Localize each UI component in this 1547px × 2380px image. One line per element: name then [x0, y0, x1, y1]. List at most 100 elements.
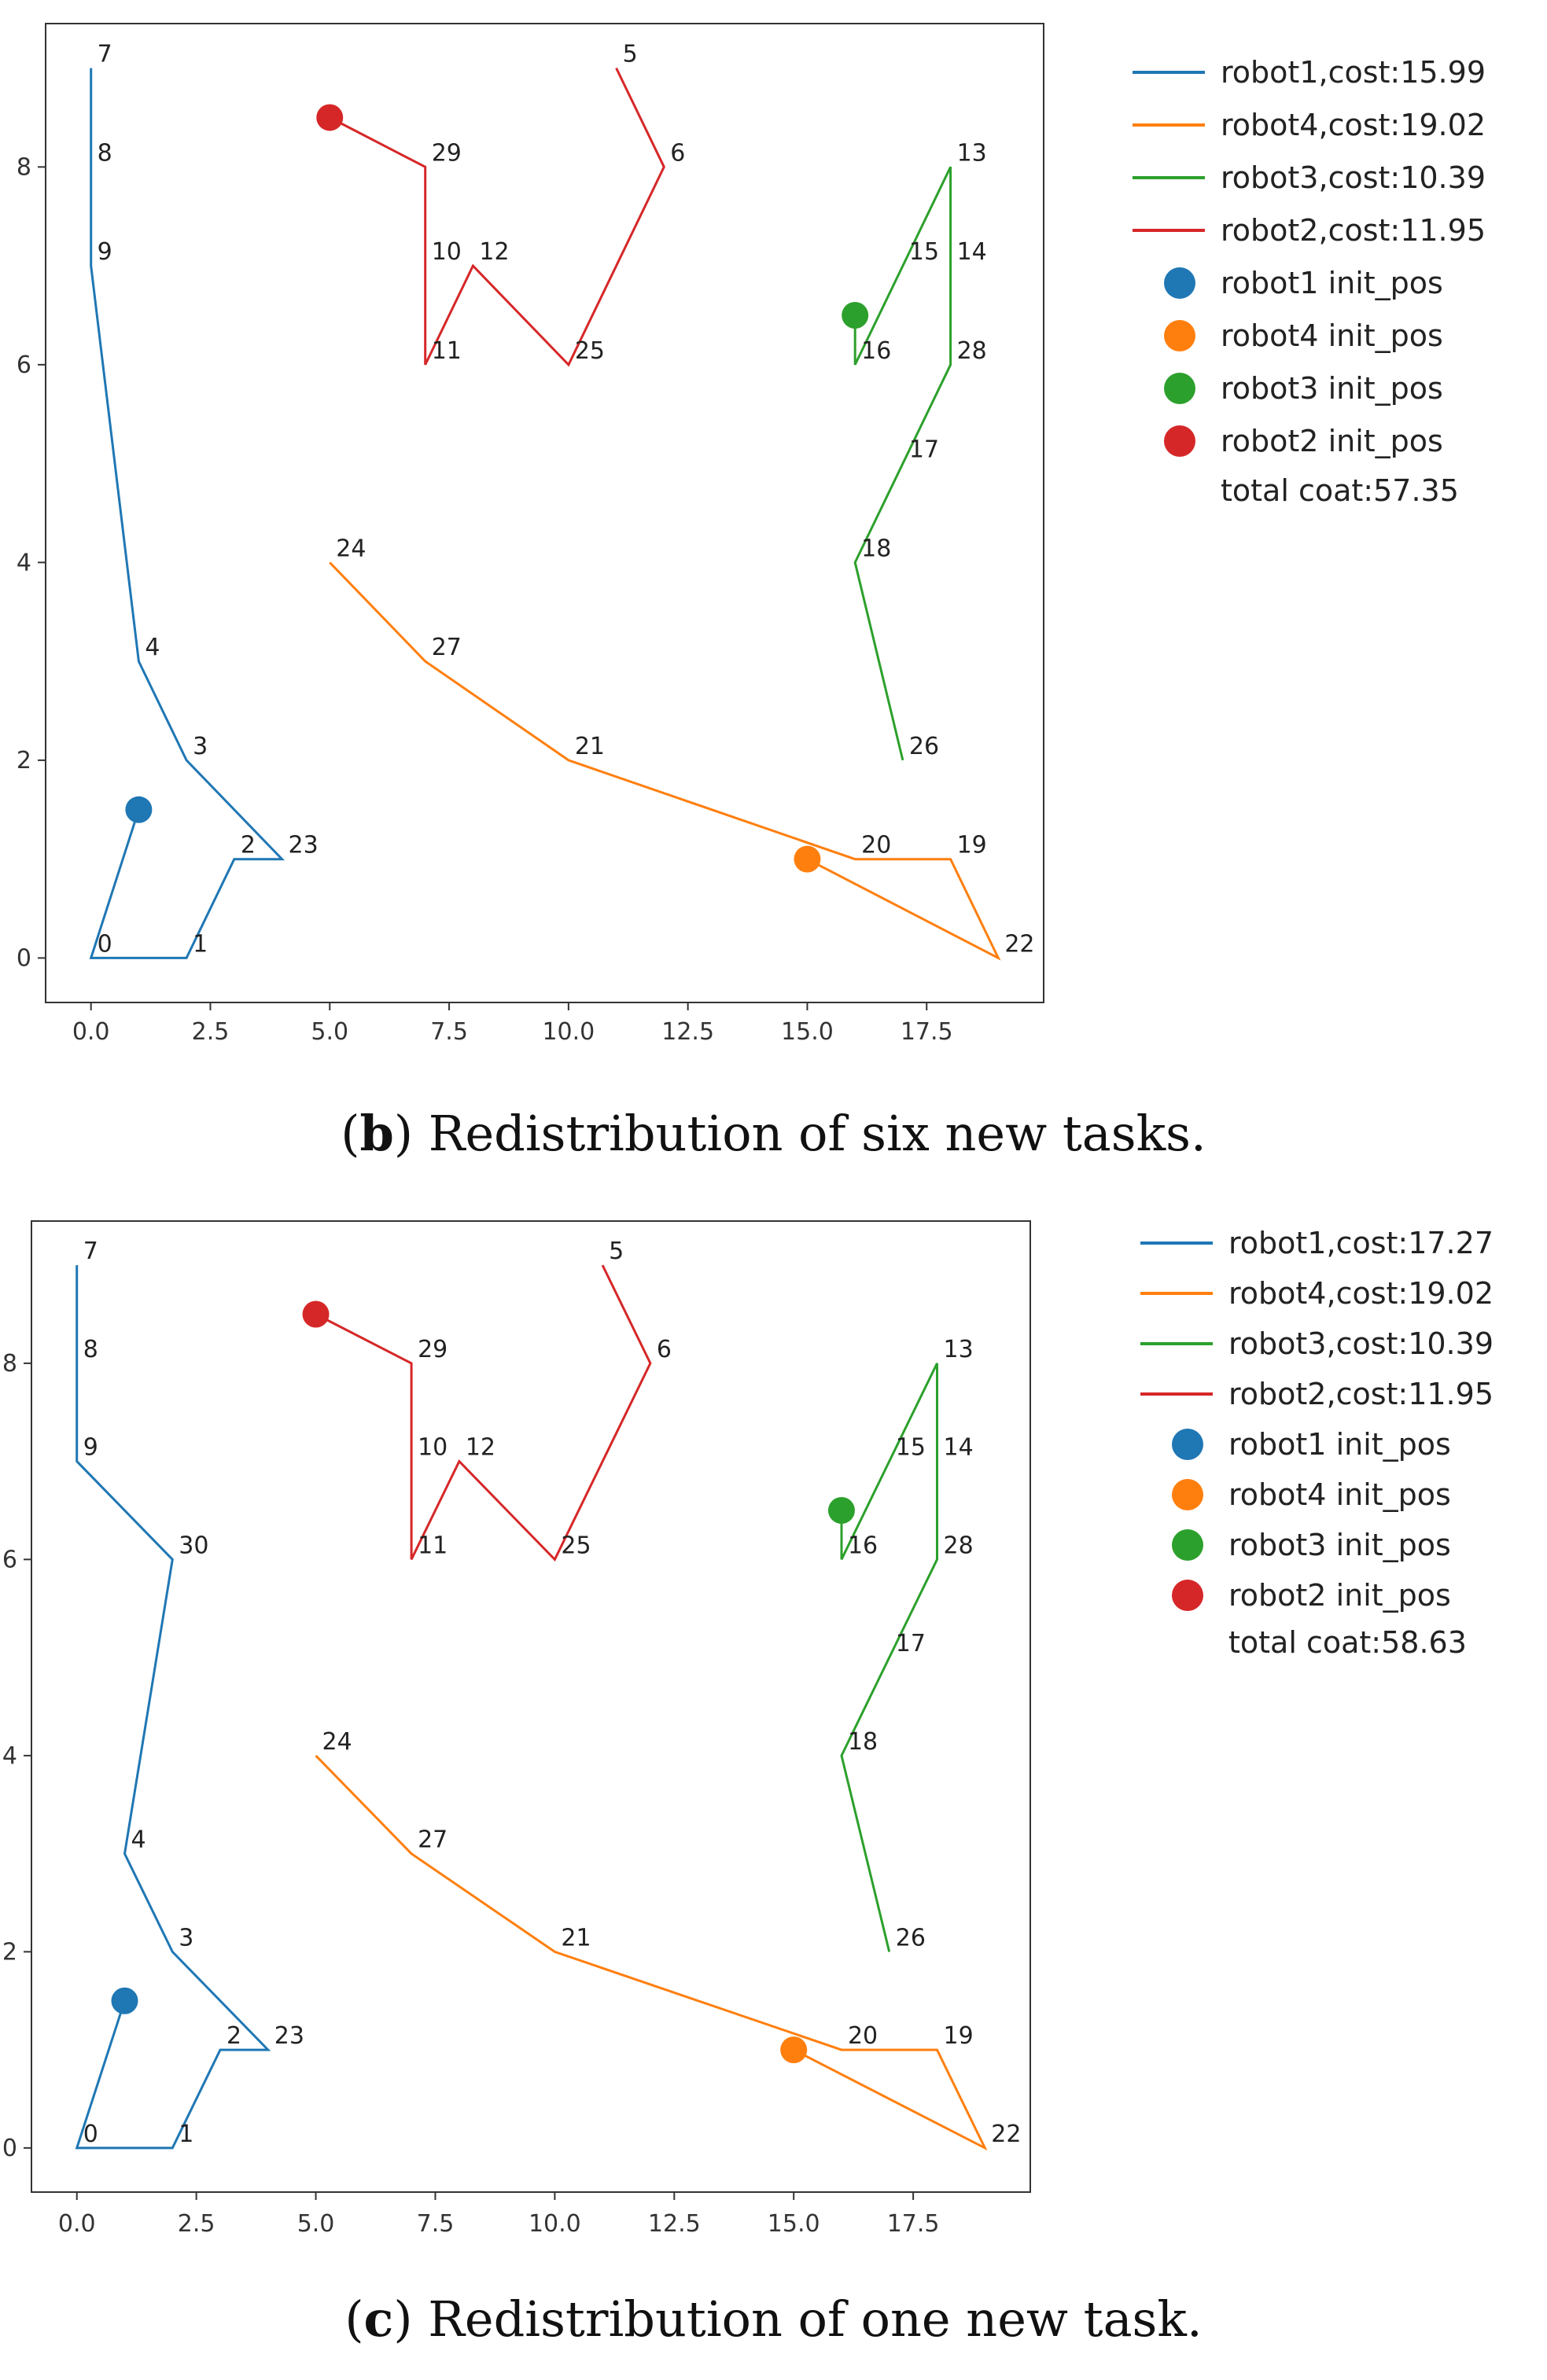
point-label: 12 [466, 1434, 495, 1462]
legend-label: robot1,cost:17.27 [1228, 1226, 1494, 1260]
point-label: 11 [418, 1532, 448, 1559]
point-label: 9 [98, 238, 112, 266]
point-label: 3 [193, 733, 208, 760]
point-label: 19 [944, 2022, 974, 2050]
point-label: 27 [432, 634, 462, 661]
point-label: 9 [83, 1434, 98, 1462]
point-label: 16 [861, 337, 891, 365]
point-label: 16 [848, 1532, 878, 1559]
init-pos-marker-robot3 [842, 301, 869, 329]
point-label: 13 [957, 139, 987, 167]
point-label: 24 [336, 535, 366, 562]
legend-label: robot2,cost:11.95 [1228, 1377, 1494, 1411]
point-label: 8 [83, 1336, 98, 1363]
point-label: 15 [896, 1434, 926, 1462]
point-label: 27 [418, 1826, 448, 1854]
point-label: 4 [131, 1826, 145, 1854]
series-line-robot3 [853, 166, 952, 761]
caption-text: Redistribution of six new tasks. [428, 1105, 1206, 1162]
y-tick-label: 8 [2, 1350, 17, 1378]
point-label: 18 [861, 535, 891, 562]
point-label: 2 [227, 2022, 241, 2050]
caption-letter: c [363, 2290, 394, 2348]
series-line-robot2 [329, 67, 665, 367]
legend-dot-swatch [1172, 1429, 1203, 1460]
legend-label: robot3 init_pos [1228, 1528, 1451, 1562]
legend-label: robot2 init_pos [1221, 424, 1443, 458]
point-label: 14 [957, 238, 987, 266]
series-line-robot1 [89, 68, 285, 959]
legend-dot-swatch [1164, 373, 1195, 404]
legend-label: robot4,cost:19.02 [1228, 1276, 1494, 1311]
y-tick-label: 2 [17, 747, 31, 774]
x-tick-label: 17.5 [901, 1018, 953, 1046]
x-tick-label: 0.0 [72, 1018, 110, 1046]
legend-total-cost: total coat:58.63 [1228, 1625, 1467, 1660]
point-label: 7 [83, 1238, 98, 1265]
legend-dot-swatch [1164, 320, 1195, 351]
point-label: 23 [274, 2022, 304, 2050]
init-pos-marker-robot2 [302, 1300, 330, 1328]
point-label: 17 [896, 1630, 926, 1657]
point-label: 20 [848, 2022, 878, 2050]
legend-label: robot3 init_pos [1221, 371, 1443, 406]
y-tick-label: 6 [2, 1546, 17, 1573]
axes-frame [45, 23, 1044, 1003]
point-label: 15 [909, 238, 939, 266]
point-label: 29 [432, 139, 462, 167]
point-label: 22 [1004, 930, 1034, 958]
x-tick-label: 15.0 [768, 2210, 820, 2238]
point-label: 2 [241, 832, 256, 859]
legend-label: robot4 init_pos [1221, 318, 1443, 353]
y-tick-label: 8 [17, 153, 31, 181]
x-tick-label: 12.5 [661, 1018, 714, 1046]
point-label: 3 [179, 1924, 193, 1951]
x-tick-label: 15.0 [781, 1018, 834, 1046]
x-tick-label: 0.0 [58, 2210, 96, 2238]
point-label: 0 [83, 2121, 98, 2148]
point-label: 5 [623, 41, 638, 68]
point-label: 28 [957, 337, 987, 365]
point-label: 29 [418, 1336, 448, 1363]
point-label: 4 [145, 634, 160, 661]
legend-label: robot2 init_pos [1228, 1578, 1451, 1613]
point-label: 1 [179, 2121, 193, 2148]
point-label: 28 [944, 1532, 974, 1559]
legend-label: robot3,cost:10.39 [1228, 1326, 1494, 1361]
init-pos-marker-robot2 [316, 104, 344, 131]
legend-label: robot4 init_pos [1228, 1477, 1451, 1512]
point-label: 21 [575, 733, 605, 760]
y-tick-label: 6 [17, 351, 31, 379]
y-tick-label: 0 [17, 944, 31, 972]
figure-panel-c: 0.0 2.5 5.0 7.5 10.0 12.5 15.0 17.5 0 2 4 6 8 0 1 2 23 3 4… [0, 1190, 1547, 2380]
legend-label: robot2,cost:11.95 [1221, 213, 1486, 248]
x-tick-label: 2.5 [192, 1018, 230, 1046]
y-tick-label: 4 [17, 549, 31, 576]
x-tick-label: 17.5 [887, 2210, 940, 2238]
y-tick-label: 0 [2, 2135, 17, 2162]
point-label: 7 [98, 41, 112, 68]
series-line-robot1 [75, 1265, 271, 2150]
legend-total-cost: total coat:57.35 [1221, 473, 1459, 508]
legend-dot-swatch [1172, 1479, 1203, 1510]
point-label: 20 [861, 832, 891, 859]
point-label: 6 [670, 139, 685, 167]
point-label: 12 [479, 238, 509, 266]
x-tick-label: 7.5 [417, 2210, 455, 2238]
caption-b: (b) Redistribution of six new tasks. [341, 1105, 1206, 1162]
point-label: 10 [418, 1434, 448, 1462]
legend-dot-swatch [1164, 267, 1195, 299]
x-tick-label: 10.0 [529, 2210, 581, 2238]
init-pos-marker-robot3 [827, 1497, 855, 1525]
legend-label: robot1,cost:15.99 [1221, 55, 1486, 90]
series-line-robot2 [315, 1264, 652, 1562]
point-label: 19 [957, 832, 987, 859]
init-pos-marker-robot4 [794, 845, 821, 873]
init-pos-marker-robot1 [111, 1987, 138, 2014]
init-pos-marker-robot1 [125, 796, 153, 823]
caption-letter: b [359, 1105, 394, 1162]
point-label: 26 [896, 1924, 926, 1951]
legend-label: robot1 init_pos [1221, 266, 1443, 300]
y-tick-label: 4 [2, 1742, 17, 1770]
